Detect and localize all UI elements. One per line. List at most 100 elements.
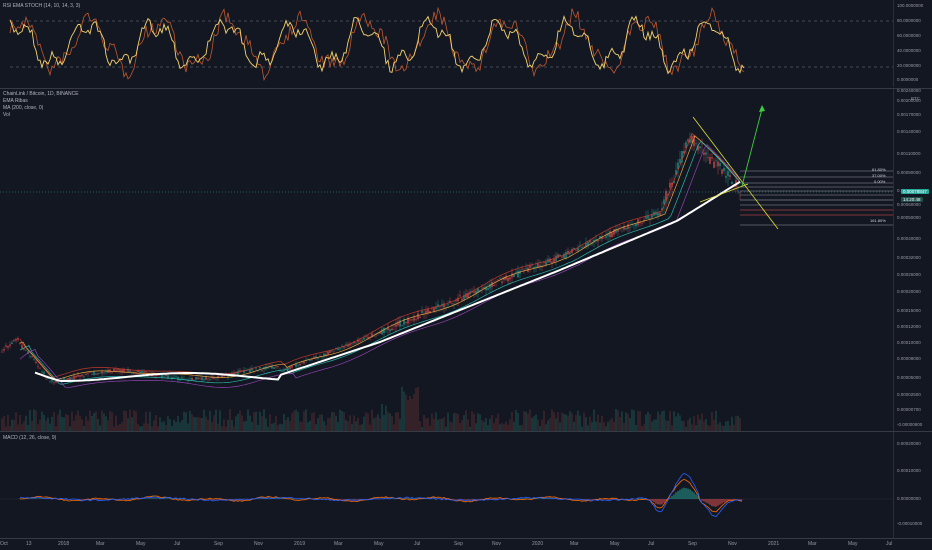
candle-body xyxy=(139,371,141,373)
candle-body xyxy=(407,317,409,324)
macd-hist-bar xyxy=(351,499,353,500)
candle-body xyxy=(137,370,139,372)
macd-hist-bar xyxy=(581,499,583,500)
volume-bar xyxy=(55,426,57,431)
volume-bar xyxy=(143,423,145,431)
rsi-legend[interactable]: RSI EMA STOCH (14, 10, 14, 3, 3) xyxy=(3,3,81,9)
volume-bar xyxy=(409,396,411,431)
time-label: 2020 xyxy=(532,541,544,547)
volume-bar xyxy=(377,414,379,431)
candle-body xyxy=(91,374,93,375)
candle-body xyxy=(295,364,297,367)
volume-bar xyxy=(433,418,435,431)
candle-body xyxy=(387,326,389,330)
macd-hist-bar xyxy=(257,498,259,499)
volume-bar xyxy=(709,425,711,431)
volume-bar xyxy=(497,413,499,431)
candle-body xyxy=(641,223,643,224)
macd-hist-bar xyxy=(423,498,425,499)
macd-hist-bar xyxy=(433,498,435,499)
volume-bar xyxy=(691,424,693,431)
time-axis[interactable]: Oct 13 2018 Mar May Jul Sep Nov 2019 Mar May Jul Sep… xyxy=(0,538,893,550)
candle-body xyxy=(467,292,469,298)
volume-bar xyxy=(339,409,341,431)
volume-bar xyxy=(725,421,727,431)
candle-body xyxy=(5,345,7,347)
volume-bar xyxy=(675,416,677,431)
volume-bar xyxy=(457,414,459,431)
volume-bar xyxy=(119,424,121,431)
macd-tick: 0.00010000 xyxy=(897,468,921,473)
indicator-ma200[interactable]: MA (200, close, 0) xyxy=(3,105,44,111)
macd-hist-bar xyxy=(35,498,37,499)
volume-bar xyxy=(549,418,551,431)
macd-hist-bar xyxy=(713,499,715,507)
volume-bar xyxy=(551,409,553,431)
candle-body xyxy=(413,317,415,321)
ema-ribbon-line xyxy=(19,132,741,378)
price-pane[interactable]: ChainLink / Bitcoin, 1D, BINANCE EMA Rib… xyxy=(0,88,932,431)
candle-body xyxy=(415,319,417,320)
symbol-title[interactable]: ChainLink / Bitcoin, 1D, BINANCE xyxy=(3,91,79,97)
volume-bar xyxy=(737,415,739,431)
candle-body xyxy=(639,221,641,224)
rsi-price-axis[interactable]: 100.0000000 80.0000000 60.0000000 40.000… xyxy=(893,0,932,87)
candle-body xyxy=(227,376,229,377)
candle-body xyxy=(539,265,541,268)
volume-bar xyxy=(137,424,139,431)
candle-body xyxy=(583,246,585,248)
macd-hist-bar xyxy=(463,499,465,500)
macd-hist-bar xyxy=(739,499,741,500)
pane-separator[interactable] xyxy=(0,431,932,432)
rsi-pane[interactable]: RSI EMA STOCH (14, 10, 14, 3, 3) 100.000… xyxy=(0,0,932,87)
candle-body xyxy=(643,219,645,221)
candle-body xyxy=(559,254,561,257)
candle-body xyxy=(77,374,79,377)
volume-bar xyxy=(41,411,43,431)
candle-body xyxy=(221,374,223,378)
volume-bar xyxy=(611,418,613,431)
candle-body xyxy=(337,348,339,350)
volume-bar xyxy=(387,412,389,431)
candle-body xyxy=(517,270,519,278)
volume-bar xyxy=(711,411,713,431)
macd-hist-bar xyxy=(651,499,653,502)
candle-body xyxy=(267,366,269,369)
macd-hist-bar xyxy=(431,498,433,499)
macd-legend[interactable]: MACD (12, 26, close, 9) xyxy=(3,435,57,441)
price-tick: 0.00200000 xyxy=(897,98,921,104)
candle-body xyxy=(443,303,445,308)
volume-bar xyxy=(25,415,27,431)
volume-bar xyxy=(415,388,417,431)
volume-bar xyxy=(677,413,679,431)
price-legend[interactable]: ChainLink / Bitcoin, 1D, BINANCE EMA Rib… xyxy=(3,91,79,119)
volume-bar xyxy=(523,411,525,431)
volume-bar xyxy=(487,425,489,431)
volume-bar xyxy=(145,411,147,431)
volume-bar xyxy=(245,420,247,431)
volume-bar xyxy=(105,416,107,431)
candle-body xyxy=(427,308,429,313)
indicator-volume[interactable]: Vol xyxy=(3,112,10,118)
macd-pane[interactable]: MACD (12, 26, close, 9) 0.00020000 0.000… xyxy=(0,432,932,538)
volume-bar xyxy=(203,409,205,431)
macd-hist-bar xyxy=(701,499,703,501)
volume-bar xyxy=(319,414,321,431)
candle-body xyxy=(9,344,11,346)
candle-body xyxy=(123,368,125,372)
indicator-ema-ribas[interactable]: EMA Ribas xyxy=(3,98,28,104)
candle-body xyxy=(459,295,461,297)
volume-bar xyxy=(73,420,75,431)
macd-hist-bar xyxy=(717,499,719,506)
candle-body xyxy=(237,370,239,375)
volume-bar xyxy=(263,409,265,431)
candle-body xyxy=(709,157,711,164)
volume-bar xyxy=(311,413,313,431)
volume-bar xyxy=(699,419,701,431)
candle-body xyxy=(535,266,537,268)
volume-bar xyxy=(641,426,643,431)
pane-separator[interactable] xyxy=(0,88,932,89)
price-axis[interactable]: BTC 0.00240000 0.00200000 0.00170000 0.0014… xyxy=(893,88,932,431)
macd-axis[interactable]: 0.00020000 0.00010000 0.00000000 -0.0001… xyxy=(893,432,932,538)
volume-bar xyxy=(103,413,105,431)
